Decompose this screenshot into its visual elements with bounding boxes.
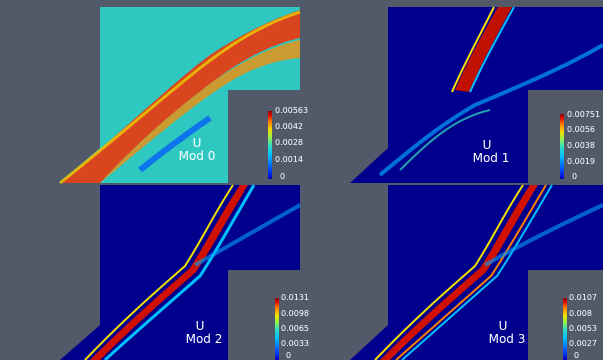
colorbar-tick-mod-1: 0.0038 bbox=[567, 141, 595, 150]
mode-label-mod-1: Mod 1 bbox=[472, 151, 510, 165]
jet-band-mod-3 bbox=[380, 185, 538, 360]
mode-label-mod-3: Mod 3 bbox=[488, 332, 526, 346]
colorbar-tick-mod-0: 0.0028 bbox=[275, 138, 303, 147]
colorbar-tick-mod-3: 0 bbox=[574, 351, 580, 360]
colorbar-tick-mod-2: 0 bbox=[286, 351, 292, 360]
panel-mod-0 bbox=[59, 7, 301, 185]
field-label-mod-2: U bbox=[195, 319, 205, 333]
colorbar-mod-0 bbox=[268, 111, 272, 179]
panel-mod-1 bbox=[350, 6, 603, 183]
domain-mod-1 bbox=[350, 7, 603, 183]
colorbar-tick-mod-0: 0.00563 bbox=[275, 106, 309, 115]
colorbar-tick-mod-1: 0.00751 bbox=[567, 110, 601, 119]
colorbar-tick-mod-2: 0.0065 bbox=[281, 324, 309, 333]
panel-mod-2 bbox=[60, 184, 301, 360]
colorbar-tick-mod-0: 0.0042 bbox=[275, 122, 303, 131]
colorbar-tick-mod-0: 0 bbox=[280, 172, 286, 181]
field-label-mod-3: U bbox=[498, 319, 508, 333]
jet-band-mod-1 bbox=[455, 7, 512, 92]
colorbar-tick-mod-1: 0.0019 bbox=[567, 157, 595, 166]
panel-mod-3 bbox=[350, 184, 603, 360]
colorbar-tick-mod-1: 0.0056 bbox=[567, 125, 595, 134]
colorbar-tick-mod-1: 0 bbox=[572, 172, 578, 181]
colorbar-tick-mod-3: 0.008 bbox=[569, 309, 592, 318]
colorbar-tick-mod-2: 0.0098 bbox=[281, 309, 309, 318]
colorbar-mod-2 bbox=[275, 298, 279, 360]
colorbar-tick-mod-3: 0.0053 bbox=[569, 324, 597, 333]
colorbar-mod-3 bbox=[563, 298, 567, 360]
colorbar-mod-1 bbox=[560, 114, 564, 179]
jet-band-mod-0 bbox=[60, 10, 300, 183]
domain-mod-2 bbox=[60, 185, 300, 360]
field-label-mod-1: U bbox=[482, 138, 492, 152]
colorbar-tick-mod-3: 0.0027 bbox=[569, 339, 597, 348]
mode-label-mod-0: Mod 0 bbox=[178, 149, 216, 163]
colorbar-tick-mod-3: 0.0107 bbox=[569, 293, 597, 302]
colorbar-tick-mod-2: 0.0033 bbox=[281, 339, 309, 348]
colorbar-tick-mod-2: 0.0131 bbox=[281, 293, 309, 302]
mode-label-mod-2: Mod 2 bbox=[185, 332, 223, 346]
jet-band-mod-2 bbox=[90, 185, 248, 360]
field-label-mod-0: U bbox=[192, 136, 202, 150]
colorbar-tick-mod-0: 0.0014 bbox=[275, 155, 303, 164]
